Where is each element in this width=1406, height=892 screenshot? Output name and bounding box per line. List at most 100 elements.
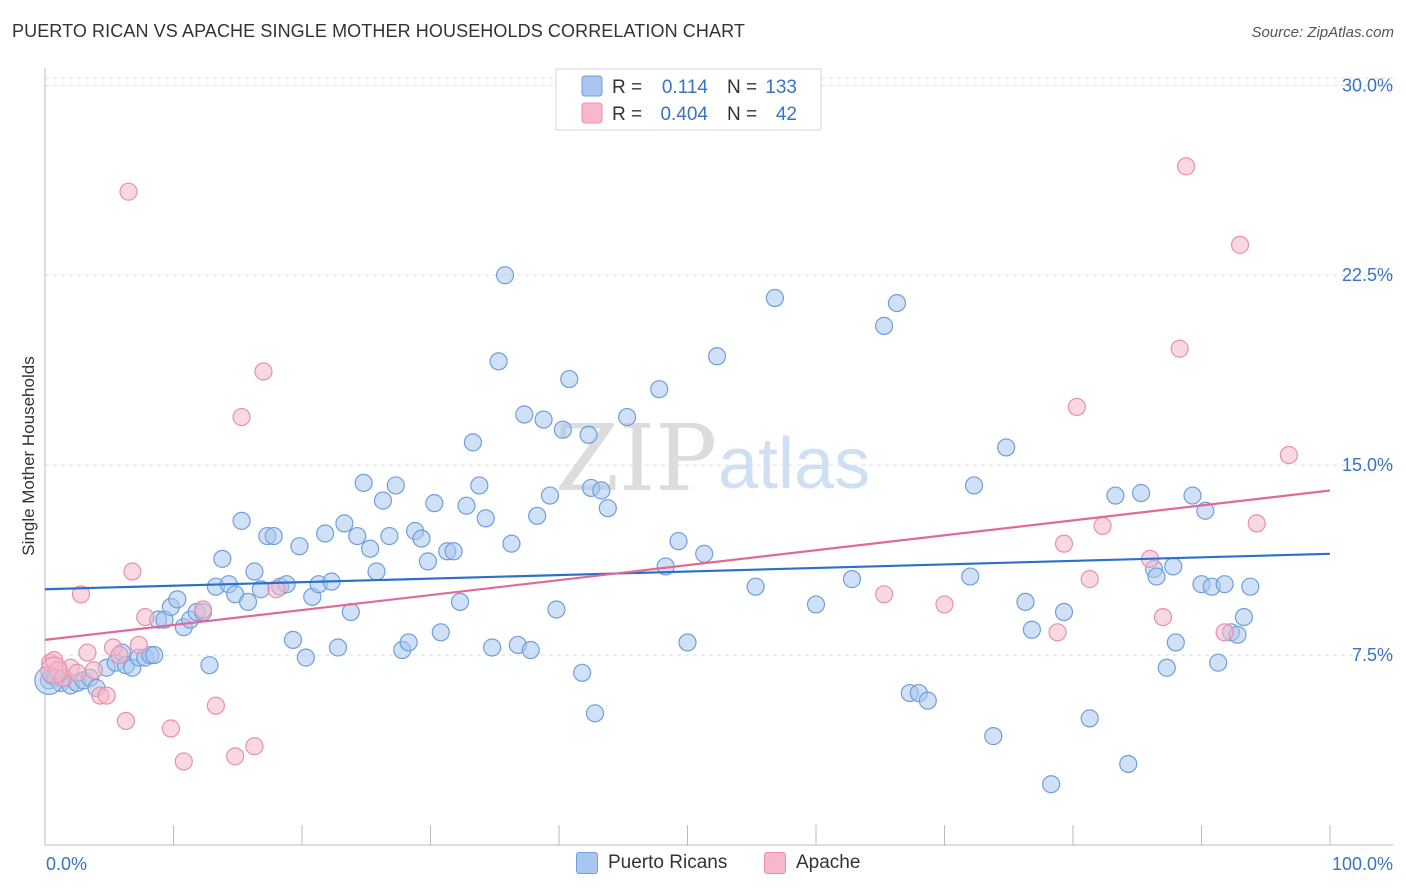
point-puerto-ricans [1106,486,1125,505]
point-puerto-ricans [1157,658,1176,677]
axes [44,68,1393,846]
y-axis-title: Single Mother Households [19,356,38,555]
point-puerto-ricans [1022,620,1041,639]
point-puerto-ricans [650,380,669,399]
legend-r-label-1: R = [612,77,642,98]
point-puerto-ricans [502,534,521,553]
point-puerto-ricans [245,562,264,581]
point-apache [226,747,245,766]
point-puerto-ricans [373,491,393,510]
point-apache [1176,157,1196,176]
point-apache [119,182,138,201]
point-puerto-ricans [213,549,232,568]
point-puerto-ricans [964,476,984,495]
point-puerto-ricans [678,633,697,652]
point-puerto-ricans [598,499,617,518]
point-puerto-ricans [1241,577,1260,596]
legend-item-puerto-ricans: Puerto Ricans [576,852,727,874]
chart-title: PUERTO RICAN VS APACHE SINGLE MOTHER HOU… [12,21,745,41]
point-apache [1247,514,1266,533]
point-puerto-ricans [1209,653,1228,672]
point-puerto-ricans [1147,567,1166,586]
point-puerto-ricans [425,494,444,513]
point-puerto-ricans [997,438,1016,457]
point-puerto-ricans [1080,709,1099,728]
watermark-zip: ZIP [555,405,717,512]
legend-label-puerto-ricans: Puerto Ricans [608,852,728,873]
point-puerto-ricans [592,481,611,500]
legend-n-label-1: N = [727,77,757,98]
point-apache [267,580,286,599]
point-puerto-ricans [232,511,251,530]
point-puerto-ricans [483,638,502,657]
point-puerto-ricans [412,529,431,548]
point-puerto-ricans [296,648,315,667]
point-puerto-ricans [316,524,335,543]
point-apache [1279,445,1298,465]
point-apache [193,600,213,619]
point-apache [136,607,155,627]
point-apache [97,686,116,705]
point-apache [245,737,264,756]
point-puerto-ricans [618,407,637,427]
point-puerto-ricans [386,476,405,495]
point-puerto-ricans [573,663,592,682]
legend-swatch-blue [581,75,603,97]
point-puerto-ricans [1132,483,1151,503]
point-apache [1048,623,1067,642]
point-puerto-ricans [380,526,399,546]
point-puerto-ricans [348,526,367,546]
point-puerto-ricans [200,656,219,675]
point-puerto-ricans [283,630,303,649]
point-puerto-ricans [1042,775,1061,794]
point-puerto-ricans [547,600,566,619]
point-puerto-ricans [450,592,470,612]
point-puerto-ricans [1164,557,1183,576]
y-tick-label: 15.0% [1342,455,1393,475]
watermark-atlas: atlas [718,424,870,504]
point-puerto-ricans [1119,754,1138,774]
point-apache [206,696,226,715]
y-tick-label: 30.0% [1342,75,1393,95]
point-apache [1093,516,1112,536]
legend-swatch-pink [581,102,603,124]
x-ticks [44,825,1331,845]
point-apache [1215,623,1234,642]
point-apache [1067,397,1086,417]
point-puerto-ricans [431,623,450,642]
y-tick-label: 22.5% [1342,265,1393,285]
point-puerto-ricans [887,293,907,313]
point-puerto-ricans [521,640,540,660]
legend-box: R = 0.114 N = 133 R = 0.404 N = 42 [555,68,822,131]
y-tick-label: 7.5% [1352,645,1393,665]
point-puerto-ricans [470,476,489,495]
point-apache [110,645,129,665]
point-apache [1054,534,1074,553]
point-apache [1153,607,1173,627]
point-puerto-ricans [264,526,283,546]
point-puerto-ricans [540,486,560,505]
point-puerto-ricans [585,704,605,723]
trend-lines [44,489,1331,641]
point-puerto-ricans [806,595,826,614]
point-puerto-ricans [418,552,438,571]
point-puerto-ricans [707,347,727,366]
point-puerto-ricans [961,567,980,586]
legend-swatch-apache [764,852,786,874]
trend-line-puerto-ricans [44,552,1331,591]
point-puerto-ricans [489,352,508,371]
point-puerto-ricans [168,590,187,609]
point-puerto-ricans [238,592,258,612]
point-puerto-ricans [695,544,714,563]
point-puerto-ricans [145,645,164,665]
point-apache [935,595,954,614]
point-apache [129,635,148,655]
point-puerto-ricans [399,633,418,652]
point-apache [875,585,894,604]
point-puerto-ricans [579,425,598,444]
point-puerto-ricans [1215,575,1234,594]
point-apache [1170,339,1189,358]
point-puerto-ricans [328,638,348,657]
series-apache [40,157,1298,771]
point-apache [1230,235,1250,254]
